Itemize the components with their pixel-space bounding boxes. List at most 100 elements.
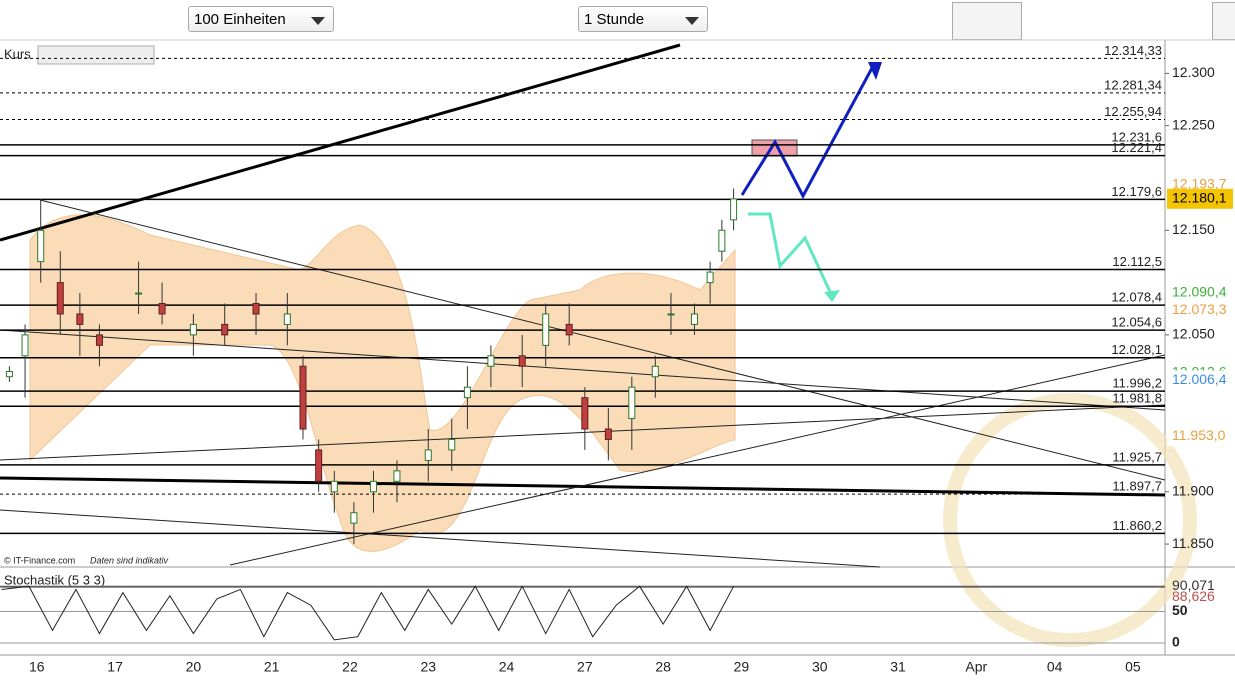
x-tick-label: 24: [499, 659, 515, 675]
level-label: 12.281,34: [1104, 77, 1162, 92]
x-tick-label: 29: [734, 659, 750, 675]
stoch-tick-label: 50: [1172, 602, 1188, 618]
y-tick-label: 12.050: [1172, 326, 1215, 342]
scenario-arrow: [748, 212, 834, 297]
panel-label: Kurs: [4, 46, 31, 61]
price-badge: [1167, 426, 1233, 447]
candle-body: [56, 282, 64, 315]
x-tick-label: 22: [342, 659, 358, 675]
level-label: 12.255,94: [1104, 104, 1162, 119]
candle-body: [315, 449, 323, 482]
level-label: 12.112,5: [1112, 254, 1162, 269]
x-tick-label: 30: [812, 659, 828, 675]
candle-body: [667, 313, 675, 316]
candle-body: [718, 229, 726, 252]
level-label: 11.925,7: [1112, 449, 1162, 464]
stoch-line: [1, 585, 735, 641]
stoch-badge-label: 88,626: [1172, 588, 1215, 604]
x-tick-label: 27: [577, 659, 593, 675]
candle-body: [487, 355, 495, 367]
y-tick-label: 11.900: [1172, 482, 1214, 498]
level-label: 12.231,6: [1111, 129, 1162, 144]
level-label: 12.028,1: [1111, 342, 1162, 357]
price-badge-label: 12.193,7: [1172, 175, 1227, 191]
candle-body: [21, 334, 29, 357]
candle-body: [76, 313, 84, 325]
candle-body: [158, 303, 166, 315]
watermark: [943, 393, 1197, 647]
candle-body: [424, 449, 432, 461]
candle-body: [581, 397, 589, 430]
level-label: 12.221,4: [1111, 140, 1162, 155]
level-label: 12.078,4: [1111, 290, 1162, 305]
units-dropdown[interactable]: 100 Einheiten: [188, 6, 334, 32]
x-tick-label: Apr: [965, 659, 987, 675]
price-badge-label: 12.180,1: [1172, 189, 1227, 205]
interval-dropdown[interactable]: 1 Stunde: [578, 6, 708, 32]
candle-body: [651, 365, 659, 378]
price-badge-label: 12.073,3: [1172, 301, 1227, 317]
price-badge: [1167, 282, 1233, 303]
y-tick-label: 12.150: [1172, 221, 1215, 237]
price-badge-label: 12.090,4: [1172, 283, 1227, 299]
y-tick-label: 12.300: [1172, 64, 1215, 80]
x-tick-label: 20: [186, 659, 202, 675]
candle-body: [565, 323, 573, 336]
stoch-tick-label: 0: [1172, 634, 1180, 650]
trendline: [0, 199, 1166, 568]
candle-body: [330, 480, 338, 493]
price-badge-label: 12.006,4: [1172, 371, 1227, 387]
level-label: 12.314,33: [1104, 43, 1162, 58]
trendline: [0, 476, 1166, 497]
x-tick-label: 17: [107, 659, 123, 675]
candle-body: [5, 370, 13, 378]
candle-body: [518, 355, 526, 367]
price-badge: [1167, 370, 1233, 391]
level-label: 11.897,7: [1112, 479, 1162, 494]
candle-body: [135, 292, 143, 295]
candle-body: [221, 323, 229, 336]
bollinger-band: [29, 214, 736, 552]
candle-body: [628, 386, 636, 420]
candle-body: [706, 271, 714, 284]
candle-body: [252, 303, 260, 315]
candle-body: [690, 313, 698, 325]
level-label: 11.981,8: [1112, 391, 1162, 406]
candle-body: [604, 428, 612, 440]
level-label: 12.054,6: [1111, 315, 1162, 330]
price-badge-label: 11.953,0: [1172, 427, 1226, 443]
scenario-arrow: [740, 67, 874, 200]
panel-tools[interactable]: [37, 45, 155, 65]
arrow-head: [824, 290, 840, 302]
interval-text: 1 Stunde: [584, 11, 645, 28]
x-tick-label: 28: [655, 659, 671, 675]
x-tick-label: 05: [1125, 659, 1141, 675]
arrow-head: [868, 62, 882, 80]
candle-body: [95, 334, 103, 346]
candle-body: [542, 313, 550, 346]
candle-body: [369, 480, 377, 493]
candle-body: [730, 198, 738, 221]
candle-body: [463, 386, 471, 399]
copyright: © IT-Finance.com: [4, 555, 75, 565]
candle-body: [189, 323, 197, 336]
trendline: [0, 43, 681, 242]
candle-body: [393, 470, 401, 482]
candle-body: [350, 512, 358, 524]
y-tick-label: 11.850: [1172, 535, 1214, 551]
level-label: 11.996,2: [1112, 376, 1162, 391]
stoch-badge-label: 90,071: [1172, 577, 1215, 593]
price-badge: [1167, 300, 1233, 321]
units-text: 100 Einheiten: [194, 11, 286, 28]
x-tick-label: 04: [1047, 659, 1063, 675]
candle-body: [299, 365, 307, 430]
x-tick-label: 31: [890, 659, 906, 675]
stoch-label: Stochastik (5 3 3): [4, 572, 105, 587]
level-label: 12.179,6: [1111, 184, 1162, 199]
x-tick-label: 23: [420, 659, 436, 675]
candle-body: [283, 313, 291, 325]
candle-body: [448, 438, 456, 451]
candle-body: [37, 229, 45, 263]
